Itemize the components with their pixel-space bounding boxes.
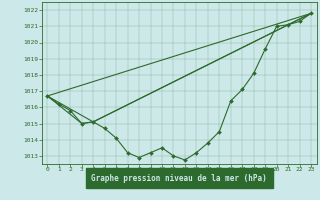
X-axis label: Graphe pression niveau de la mer (hPa): Graphe pression niveau de la mer (hPa) — [91, 174, 267, 183]
